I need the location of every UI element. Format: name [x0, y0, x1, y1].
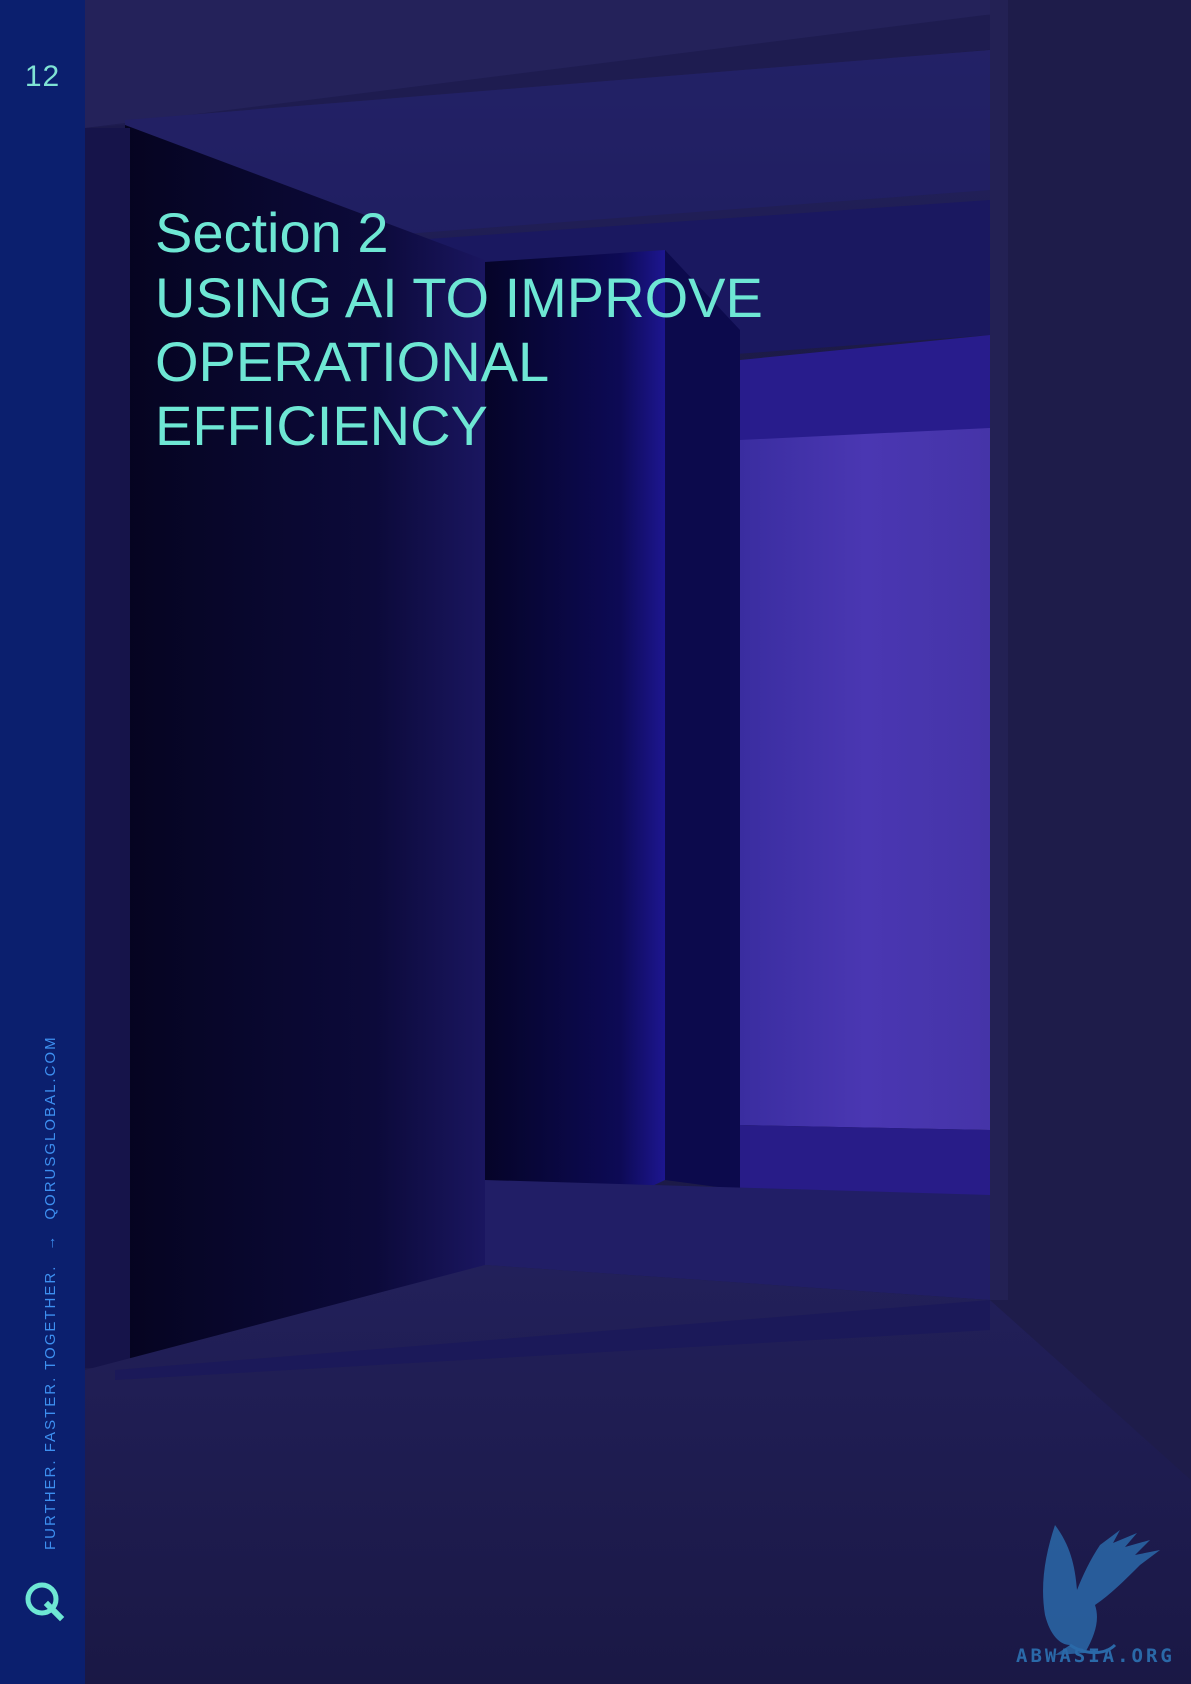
section-headline: USING AI TO IMPROVE OPERATIONAL EFFICIEN… — [155, 266, 763, 458]
website-link[interactable]: QORUSGLOBAL.COM — [42, 1035, 59, 1220]
headline-line-3: EFFICIENCY — [155, 394, 488, 457]
arrow-right-icon: → — [42, 1233, 59, 1251]
vertical-tagline: FURTHER. FASTER. TOGETHER. → QORUSGLOBAL.C… — [42, 1035, 59, 1550]
sidebar: 12 FURTHER. FASTER. TOGETHER. → QORUSGLOBA… — [0, 0, 85, 1684]
qorus-q-logo-icon — [25, 1582, 65, 1622]
section-label: Section 2 — [155, 201, 389, 264]
griffin-watermark-icon — [1043, 1525, 1160, 1655]
headline-line-1: USING AI TO IMPROVE — [155, 266, 763, 329]
watermark-text: ABWASIA.ORG — [1016, 1645, 1175, 1667]
tagline-text: FURTHER. FASTER. TOGETHER. — [42, 1264, 59, 1550]
section-title-block: Section 2 USING AI TO IMPROVE OPERATIONA… — [155, 200, 763, 458]
page-number: 12 — [24, 60, 61, 93]
abstract-corridor-image — [85, 0, 1191, 1684]
headline-line-2: OPERATIONAL — [155, 330, 550, 393]
